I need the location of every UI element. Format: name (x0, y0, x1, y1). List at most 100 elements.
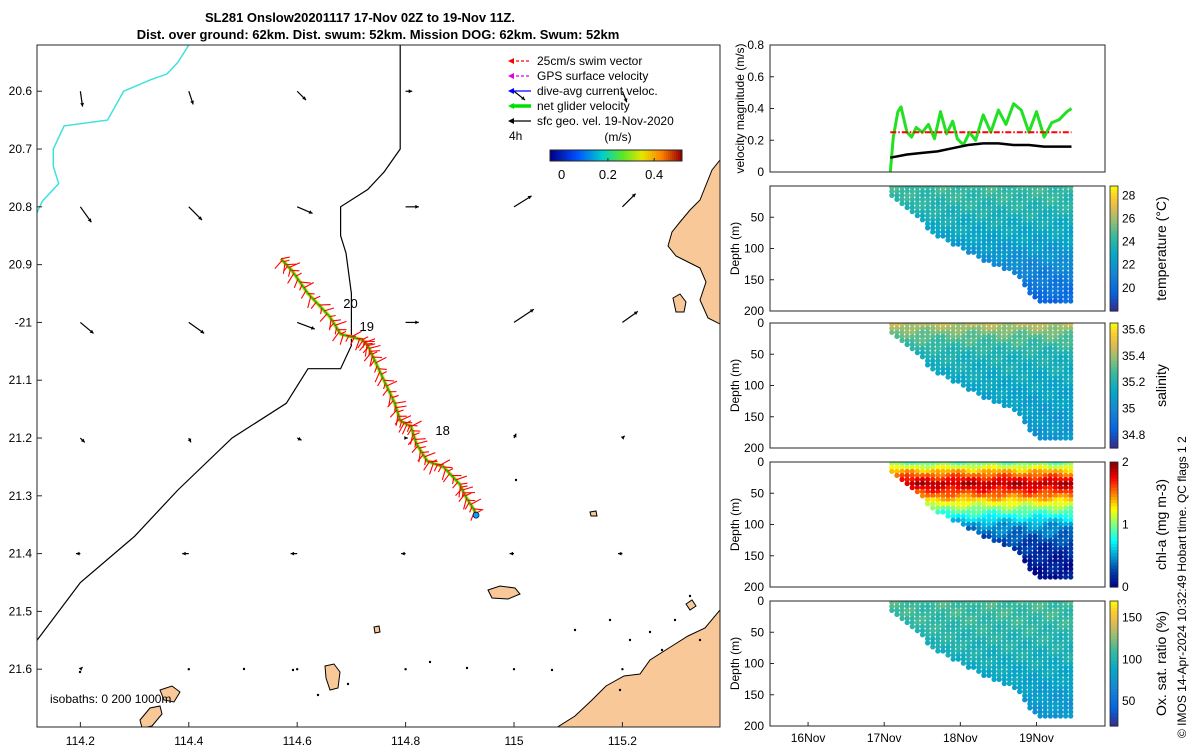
temperature-section-sample (991, 245, 997, 251)
oxygen-section-sample (1032, 603, 1038, 609)
temperature-section-colorbar-tick-label: 22 (1122, 258, 1136, 272)
salinity-section-sample (996, 370, 1002, 376)
chla-section-sample (976, 505, 982, 511)
salinity-section-sample (1057, 354, 1064, 360)
geo-vector-head (297, 436, 302, 441)
chla-section-sample (935, 505, 941, 511)
geo-vector (512, 433, 517, 439)
temperature-section-colorbar-tick-label: 20 (1122, 281, 1136, 295)
salinity-section-sample (919, 333, 926, 340)
oxygen-section-sample (981, 652, 987, 658)
swim-vector (455, 488, 463, 497)
swim-vector (461, 485, 468, 488)
oxygen-section-sample (981, 640, 987, 646)
oxygen-section-sample (1063, 652, 1069, 658)
chla-section-sample (1017, 464, 1023, 470)
chla-section-sample (1027, 566, 1033, 572)
salinity-section-sample (935, 341, 941, 348)
salinity-section-sample (1057, 362, 1064, 368)
oxygen-section-sample (991, 611, 997, 618)
oxygen-section-sample (1017, 689, 1023, 695)
chla-section-sample (1022, 497, 1028, 503)
salinity-section-sample (914, 329, 920, 335)
temperature-section-sample (971, 237, 977, 243)
oxygen-section-sample (1011, 668, 1018, 674)
salinity-section-sample (1011, 346, 1018, 352)
chla-section-sample (1001, 541, 1007, 548)
chla-section-sample (986, 529, 992, 535)
salinity-section-sample (1052, 329, 1059, 335)
salinity-section-sample (976, 370, 982, 376)
chla-section-sample (1017, 462, 1023, 466)
chla-section-sample (945, 472, 951, 479)
oxygen-section-sample (930, 601, 936, 605)
oxygen-section-sample (1063, 660, 1069, 666)
oxygen-section-sample (909, 607, 915, 613)
oxygen-section-sample (1052, 611, 1059, 618)
oxygen-section-sample (919, 607, 926, 613)
temperature-section-sample (935, 192, 941, 198)
temperature-section-sample (1037, 200, 1043, 207)
swim-vector (394, 400, 407, 404)
oxygen-section-sample (940, 628, 946, 634)
chla-section-sample (1022, 464, 1028, 470)
salinity-section-sample (1047, 329, 1053, 335)
oxygen-section-colorbar-tick-label: 100 (1122, 652, 1142, 666)
chla-section-sample (1011, 533, 1018, 539)
salinity-section-sample (1006, 398, 1012, 405)
oxygen-section-sample (1063, 713, 1069, 719)
oxygen-section-sample (971, 652, 977, 658)
chla-section-sample (940, 493, 946, 499)
temperature-section-sample (1047, 225, 1053, 231)
salinity-section-colorbar-cell (1110, 332, 1118, 337)
temperature-section-colorbar-cell (1110, 282, 1118, 287)
chla-section-sample (1017, 550, 1023, 556)
oxygen-section-sample (1068, 624, 1074, 630)
temperature-section-sample (1017, 229, 1023, 235)
swim-vector (288, 262, 301, 269)
temperature-section-sample (914, 196, 920, 203)
map-x-tick-label: 114.8 (391, 734, 420, 748)
salinity-section-sample (909, 329, 915, 335)
chla-section-y-tick-label: 0 (757, 455, 764, 469)
salinity-section-sample (1006, 337, 1012, 344)
oxygen-section-sample (1017, 615, 1023, 622)
oxygen-section-sample (935, 648, 941, 654)
oxygen-section-sample (914, 619, 920, 626)
oxygen-section-sample (1057, 640, 1064, 646)
map-x-tick-label: 114.6 (283, 734, 312, 748)
temperature-section-sample (1032, 213, 1038, 219)
oxygen-section-sample (935, 628, 941, 634)
oxygen-section-sample (894, 603, 900, 609)
temperature-section-sample (1063, 286, 1069, 292)
chla-section-sample (1063, 517, 1069, 523)
chla-section-sample (1057, 562, 1064, 568)
oxygen-section-sample (1063, 668, 1069, 674)
chla-section-sample (996, 513, 1002, 519)
salinity-section-sample (1027, 366, 1033, 372)
chla-section-sample (1011, 509, 1018, 515)
swim-vector (416, 440, 428, 445)
chla-section-sample (1017, 505, 1023, 511)
salinity-section-colorbar-cell (1110, 413, 1118, 418)
temperature-section-sample (1052, 188, 1059, 194)
swim-vector (437, 465, 443, 473)
temperature-section-sample (925, 200, 931, 207)
colorbar-cell (640, 150, 643, 161)
salinity-section-sample (889, 329, 895, 335)
salinity-section-sample (914, 325, 920, 331)
temperature-section-colorbar-cell (1110, 198, 1118, 203)
oxygen-section-sample (1037, 628, 1043, 634)
oxygen-section-sample (1011, 611, 1018, 618)
salinity-section-sample (991, 341, 997, 348)
salinity-section-sample (919, 354, 926, 360)
temperature-section-sample (940, 233, 946, 239)
salinity-section-sample (1032, 378, 1038, 384)
salinity-section-sample (1052, 378, 1059, 384)
temperature-section-sample (1001, 253, 1007, 259)
salinity-section-sample (1032, 402, 1038, 409)
salinity-section-sample (1017, 362, 1023, 368)
oxygen-section-sample (1006, 680, 1012, 687)
chla-section-sample (1047, 472, 1053, 479)
geo-vector-head (512, 433, 517, 438)
